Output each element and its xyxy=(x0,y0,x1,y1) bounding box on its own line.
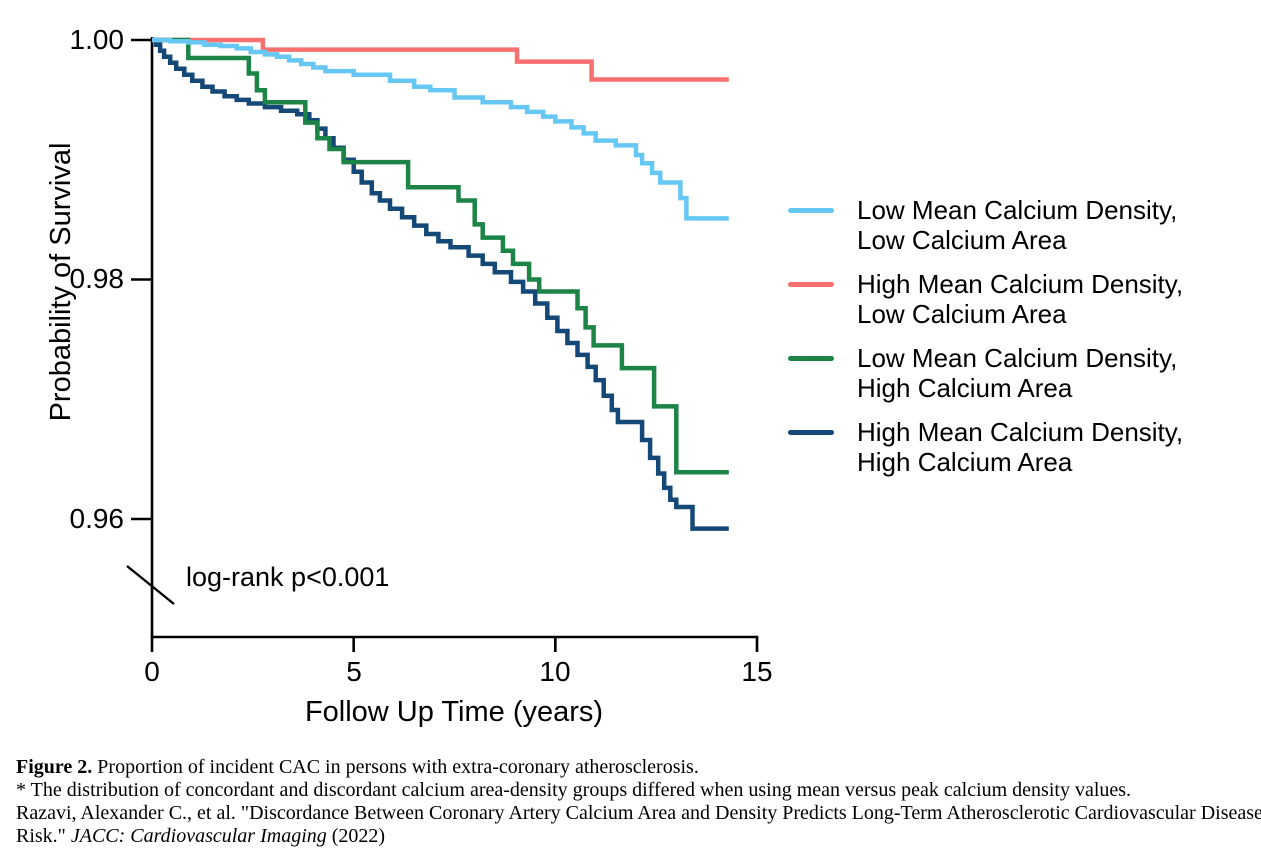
survival-chart xyxy=(126,37,759,652)
x-tick-label-15: 15 xyxy=(741,656,773,687)
log-rank-annotation: log-rank p<0.001 xyxy=(186,562,390,592)
caption-note-line: * The distribution of concordant and dis… xyxy=(16,779,1132,801)
legend-item-low-density-high-area: Low Mean Calcium Density, High Calcium A… xyxy=(788,343,1183,403)
legend-label-high-density-low-area: High Mean Calcium Density, Low Calcium A… xyxy=(857,269,1183,329)
legend-label-line: High Mean Calcium Density, xyxy=(857,269,1184,299)
curve-low-density-low-area xyxy=(152,37,729,221)
caption-citation-line-2: Risk." JACC: Cardiovascular Imaging (202… xyxy=(16,825,1254,848)
y-axis-break-mark xyxy=(126,565,175,605)
legend-item-high-density-low-area: High Mean Calcium Density, Low Calcium A… xyxy=(788,269,1183,329)
x-tick-label-10: 10 xyxy=(539,656,571,687)
x-tick-label-0: 0 xyxy=(144,656,160,687)
caption-figure-label: Figure 2. xyxy=(16,756,93,778)
legend-label-line: High Calcium Area xyxy=(857,447,1073,477)
caption-figure-text: Proportion of incident CAC in persons wi… xyxy=(92,756,699,778)
figure-caption: Figure 2. Proportion of incident CAC in … xyxy=(16,756,1261,848)
legend-label-line: High Mean Calcium Density, xyxy=(857,417,1184,447)
legend-item-low-density-low-area: Low Mean Calcium Density, Low Calcium Ar… xyxy=(788,195,1183,255)
legend-label-line: Low Calcium Area xyxy=(857,299,1067,329)
legend-swatch-high-density-high-area xyxy=(788,430,834,435)
curve-high-density-high-area xyxy=(152,37,729,531)
caption-title-line: Figure 2. Proportion of incident CAC in … xyxy=(16,756,1254,779)
legend-label-high-density-high-area: High Mean Calcium Density, High Calcium … xyxy=(857,417,1183,477)
legend-swatch-low-density-low-area xyxy=(788,208,834,213)
curve-low-density-high-area xyxy=(152,37,729,475)
x-tick-label-5: 5 xyxy=(346,656,362,687)
caption-citation-line-1: Razavi, Alexander C., et al. "Discordanc… xyxy=(16,802,1261,824)
legend-swatch-low-density-high-area xyxy=(788,356,834,361)
citation-journal-italic: JACC: Cardiovascular Imaging xyxy=(70,825,327,847)
y-tick-label-1.00: 1.00 xyxy=(69,24,125,55)
legend-label-low-density-high-area: Low Mean Calcium Density, High Calcium A… xyxy=(857,343,1177,403)
y-tick-label-0.96: 0.96 xyxy=(69,503,125,534)
curve-high-density-low-area xyxy=(152,37,729,82)
legend-label-line: Low Mean Calcium Density, xyxy=(857,195,1178,225)
legend-label-line: Low Mean Calcium Density, xyxy=(857,343,1178,373)
citation-prefix: Risk." xyxy=(16,825,71,847)
y-tick-label-0.98: 0.98 xyxy=(69,263,125,294)
x-axis-title: Follow Up Time (years) xyxy=(304,696,604,728)
legend-label-line: High Calcium Area xyxy=(857,373,1073,403)
legend-item-high-density-high-area: High Mean Calcium Density, High Calcium … xyxy=(788,417,1183,477)
citation-suffix: (2022) xyxy=(326,825,386,847)
legend: Low Mean Calcium Density, Low Calcium Ar… xyxy=(788,195,1183,491)
legend-label-line: Low Calcium Area xyxy=(857,225,1067,255)
legend-swatch-high-density-low-area xyxy=(788,282,834,287)
legend-label-low-density-low-area: Low Mean Calcium Density, Low Calcium Ar… xyxy=(857,195,1177,255)
